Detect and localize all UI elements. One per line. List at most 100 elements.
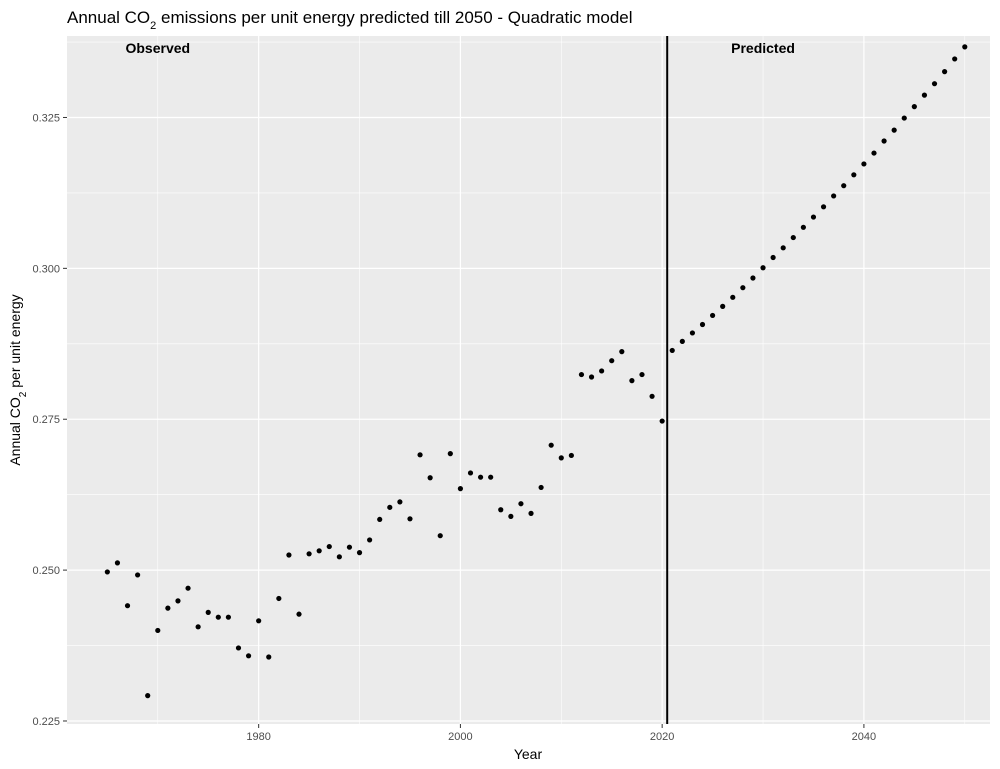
data-point: [558, 455, 564, 461]
data-point: [659, 418, 665, 424]
data-point: [548, 442, 554, 448]
data-point: [699, 321, 706, 328]
data-point: [881, 138, 887, 144]
data-point: [770, 254, 776, 261]
data-point: [599, 368, 605, 374]
data-point: [861, 161, 867, 167]
data-point: [326, 543, 332, 550]
data-point: [195, 624, 201, 630]
data-point: [104, 569, 110, 575]
y-axis: 0.225 0.250 0.275 0.300 0.325: [32, 112, 67, 728]
data-point: [447, 451, 453, 457]
y-tick-label: 0.275: [32, 414, 60, 426]
data-point: [417, 452, 423, 458]
data-point: [437, 533, 443, 539]
data-point: [286, 552, 292, 558]
data-point: [669, 347, 675, 354]
data-point: [397, 499, 403, 505]
data-point: [639, 371, 645, 378]
data-point: [679, 338, 685, 344]
data-point: [911, 104, 917, 110]
grid-major: [67, 36, 990, 724]
data-point: [185, 585, 191, 591]
data-point: [649, 393, 655, 399]
data-point: [931, 81, 938, 87]
data-point: [165, 605, 171, 611]
x-tick-label: 2020: [650, 731, 674, 743]
data-point: [619, 349, 625, 355]
data-point: [336, 554, 342, 560]
y-tick-label: 0.325: [32, 112, 60, 124]
data-point: [377, 516, 383, 523]
data-point: [800, 224, 806, 230]
data-point: [215, 614, 221, 620]
data-point: [921, 92, 928, 98]
data-point: [709, 312, 716, 319]
data-point: [629, 378, 635, 384]
data-point: [528, 510, 534, 516]
data-point: [276, 595, 282, 602]
x-tick-label: 2040: [852, 731, 876, 743]
data-point: [689, 330, 696, 336]
data-point: [316, 548, 322, 554]
data-point: [780, 245, 786, 251]
grid-minor: [67, 36, 990, 724]
data-point: [498, 507, 504, 513]
data-point: [760, 265, 766, 271]
data-point: [488, 474, 494, 480]
data-point: [578, 371, 585, 378]
data-point: [568, 452, 574, 459]
x-tick-label: 2000: [448, 731, 472, 743]
data-point: [720, 303, 726, 309]
y-tick-label: 0.300: [32, 263, 60, 275]
annotation-observed: Observed: [125, 40, 190, 56]
data-point: [750, 275, 756, 281]
y-tick-label: 0.225: [32, 716, 60, 728]
data-point: [831, 193, 837, 199]
data-point: [225, 614, 231, 620]
x-axis-title: Year: [514, 746, 543, 762]
data-point: [942, 69, 948, 75]
data-point: [740, 285, 746, 291]
data-point: [467, 470, 474, 476]
y-tick-label: 0.250: [32, 565, 60, 577]
data-point: [135, 572, 141, 578]
data-point: [477, 474, 484, 480]
data-point: [145, 693, 151, 699]
data-point: [952, 56, 958, 62]
data-point: [266, 654, 272, 660]
plot-panel: [67, 36, 990, 724]
data-point: [124, 603, 131, 609]
data-point: [820, 204, 827, 210]
chart-title: Annual CO2 emissions per unit energy pre…: [67, 8, 633, 32]
data-point: [407, 516, 413, 522]
data-point: [114, 560, 121, 566]
data-point: [175, 598, 181, 604]
x-axis: 1980 2000 2020 2040: [246, 724, 876, 743]
data-point: [790, 234, 796, 241]
data-point: [367, 537, 373, 543]
data-point: [962, 44, 968, 50]
data-point: [427, 475, 433, 481]
data-point: [588, 374, 595, 380]
data-point: [356, 550, 363, 556]
data-point: [346, 544, 353, 550]
data-point: [871, 150, 877, 156]
data-point: [296, 611, 302, 617]
data-points: [104, 44, 968, 699]
data-point: [901, 115, 907, 121]
x-tick-label: 1980: [246, 731, 270, 743]
data-point: [155, 627, 161, 634]
data-point: [841, 183, 847, 189]
data-point: [508, 513, 514, 519]
data-point: [457, 486, 464, 492]
data-point: [538, 484, 544, 491]
data-point: [235, 645, 242, 651]
data-point: [851, 172, 857, 178]
data-point: [306, 551, 312, 557]
data-point: [810, 214, 817, 220]
data-point: [245, 653, 252, 659]
data-point: [256, 618, 262, 624]
y-axis-title: Annual CO2 per unit energy: [7, 294, 29, 465]
